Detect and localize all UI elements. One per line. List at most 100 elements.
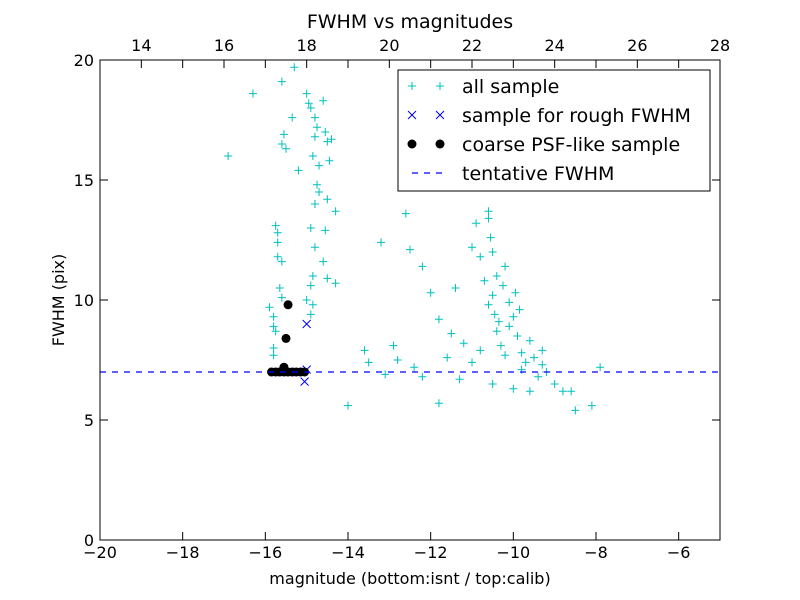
- data-point: [306, 281, 315, 290]
- data-point: [509, 312, 518, 321]
- data-point: [313, 123, 321, 132]
- data-point: [472, 219, 481, 228]
- data-point: [310, 132, 319, 141]
- data-point: [393, 356, 402, 364]
- data-point: [290, 63, 299, 72]
- x-tick-label: −16: [248, 543, 282, 562]
- x-tick-label: −18: [166, 543, 200, 562]
- data-point: [321, 128, 330, 136]
- legend-marker: [436, 82, 444, 90]
- data-point: [323, 137, 332, 146]
- top-x-tick-label: 24: [544, 36, 564, 55]
- data-point: [300, 377, 309, 386]
- data-point: [306, 224, 315, 232]
- data-point: [480, 276, 489, 285]
- data-point: [282, 144, 290, 153]
- data-point: [389, 341, 398, 350]
- data-point: [279, 130, 288, 139]
- data-point: [325, 156, 334, 165]
- data-point: [315, 188, 324, 196]
- data-point: [273, 238, 282, 247]
- data-point: [294, 166, 303, 175]
- y-tick-label: 20: [74, 51, 94, 70]
- top-x-tick-label: 16: [214, 36, 234, 55]
- data-point: [401, 209, 410, 218]
- data-point: [313, 180, 321, 189]
- data-point: [587, 401, 596, 410]
- data-point: [302, 296, 311, 304]
- legend-marker: [435, 110, 445, 120]
- x-tick-label: −6: [667, 543, 691, 562]
- data-point: [505, 298, 514, 307]
- data-point: [269, 351, 278, 360]
- data-point: [344, 401, 352, 410]
- top-x-tick-label: 20: [379, 36, 399, 55]
- data-point: [308, 272, 317, 280]
- data-point: [513, 332, 522, 340]
- data-point: [484, 300, 493, 309]
- data-point: [567, 387, 576, 396]
- data-point: [331, 279, 340, 288]
- data-point: [273, 228, 282, 237]
- data-point: [323, 274, 332, 283]
- data-point: [499, 281, 507, 290]
- data-point: [492, 327, 501, 336]
- data-point: [494, 317, 503, 326]
- data-point: [538, 346, 547, 355]
- data-point: [224, 152, 233, 160]
- legend: all sample sample for rough FWHM coarse PS…: [397, 69, 711, 192]
- data-point: [484, 207, 493, 216]
- data-point: [525, 387, 534, 396]
- legend-marker: [408, 82, 416, 90]
- data-point: [476, 346, 485, 355]
- data-point: [434, 399, 443, 408]
- data-point: [488, 248, 497, 256]
- data-point: [492, 272, 501, 280]
- data-point: [488, 380, 497, 388]
- data-point: [486, 233, 495, 242]
- data-point: [451, 284, 460, 292]
- data-point: [319, 96, 328, 105]
- data-point: [277, 293, 286, 302]
- data-point: [517, 348, 526, 357]
- data-point: [327, 135, 336, 144]
- data-point: [269, 344, 278, 352]
- x-tick-label: −12: [414, 543, 448, 562]
- data-point: [476, 252, 485, 261]
- data-point: [319, 257, 328, 266]
- data-point: [418, 262, 427, 271]
- data-point: [275, 284, 284, 292]
- y-tick-label: 10: [74, 291, 94, 310]
- legend-box: [397, 69, 711, 192]
- top-x-tick-label: 18: [296, 36, 316, 55]
- data-point: [455, 375, 464, 384]
- axes: −20 −18 −16 −14 −12 −10 −8 −6 14 16 18 20 22 24 26 28 0 5…: [74, 36, 731, 562]
- data-point: [468, 243, 476, 252]
- data-point: [406, 245, 414, 254]
- data-point: [521, 358, 530, 367]
- data-point: [321, 226, 330, 235]
- data-point: [364, 358, 373, 367]
- x-tick-label: −8: [584, 543, 608, 562]
- y-axis-label: FWHM (pix): [49, 254, 68, 347]
- data-point: [484, 214, 493, 223]
- data-point: [459, 339, 468, 348]
- data-point: [377, 238, 386, 247]
- data-point: [530, 353, 538, 362]
- y-tick-label: 5: [84, 411, 94, 430]
- data-point: [381, 370, 390, 379]
- data-point: [525, 336, 534, 345]
- data-point: [248, 89, 257, 98]
- data-point: [509, 384, 518, 393]
- x-tick-label: −14: [331, 543, 365, 562]
- data-point: [488, 291, 497, 300]
- data-point: [283, 300, 293, 310]
- data-point: [306, 104, 315, 112]
- x-axis-label: magnitude (bottom:isnt / top:calib): [269, 569, 550, 588]
- data-point: [538, 360, 547, 369]
- legend-label: sample for rough FWHM: [462, 105, 691, 127]
- data-point: [447, 329, 456, 338]
- chart-title: FWHM vs magnitudes: [307, 11, 513, 33]
- data-point: [302, 89, 311, 98]
